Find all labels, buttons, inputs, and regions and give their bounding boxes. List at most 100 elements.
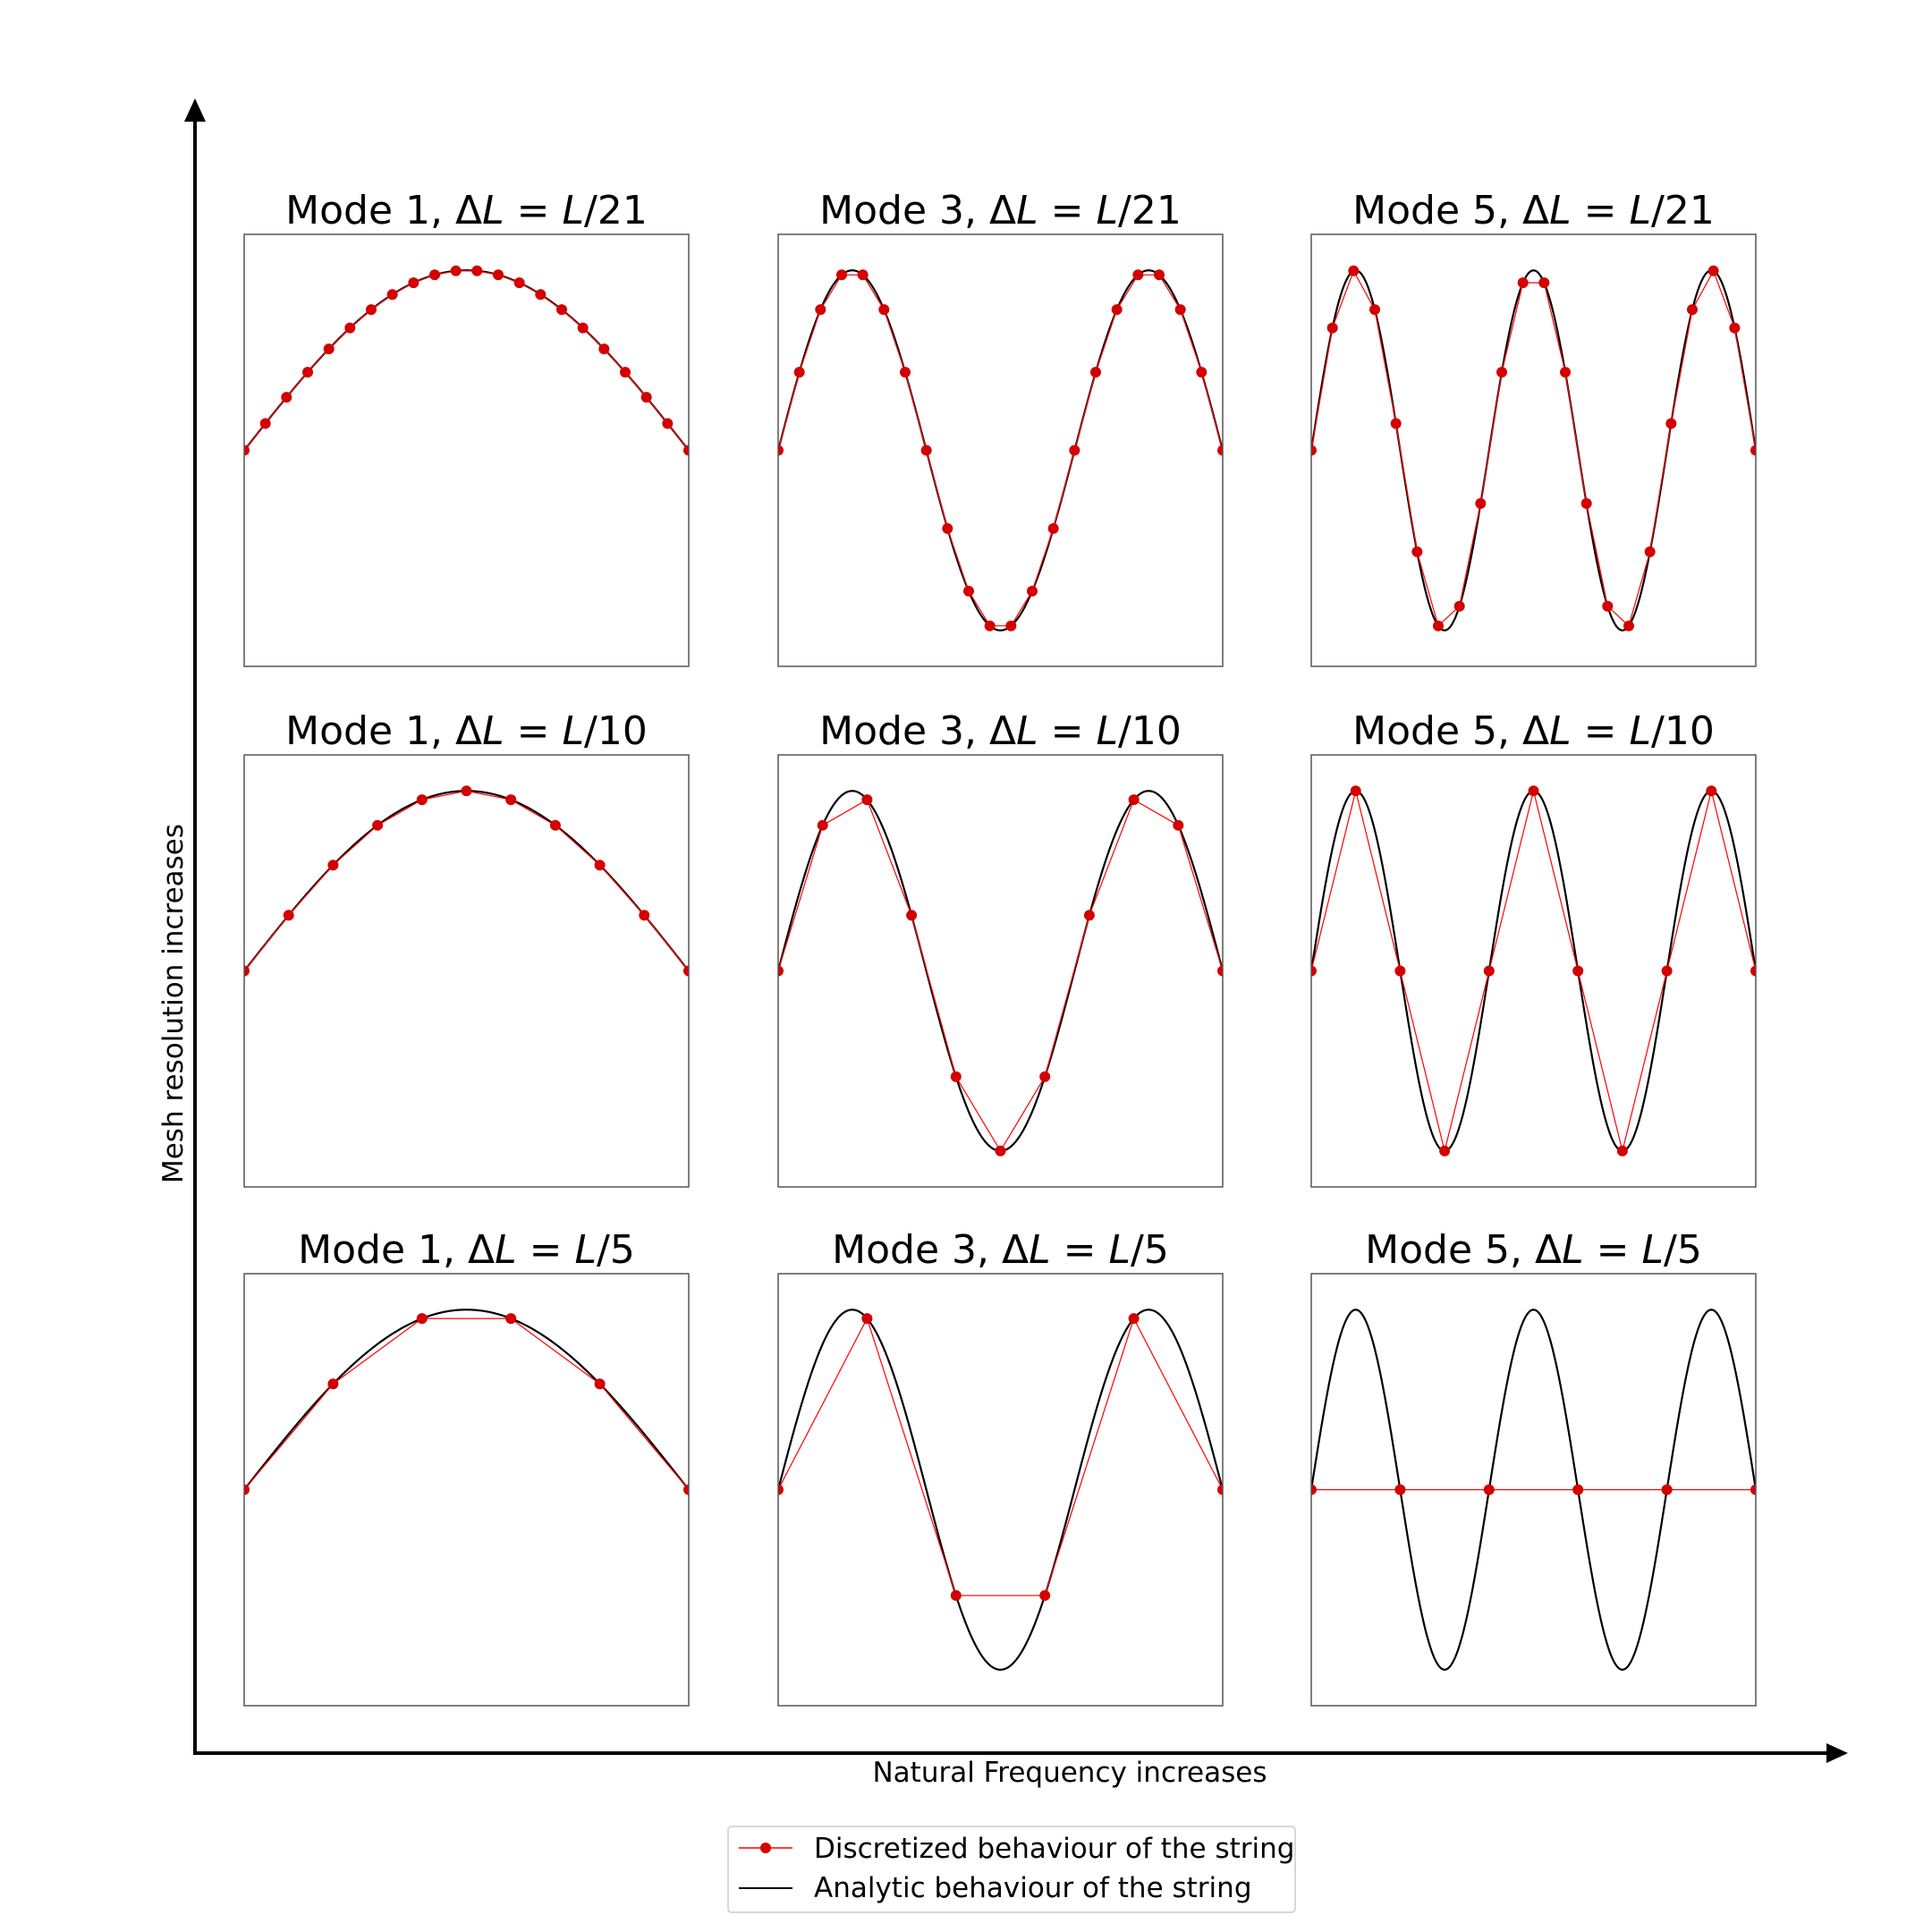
subplot-title-mode: Mode 5 (1352, 708, 1497, 754)
discretized-point-11 (1005, 620, 1017, 631)
discretized-point-6 (366, 304, 377, 316)
discretized-point-12 (1027, 585, 1038, 597)
discretized-point-9 (1496, 367, 1507, 378)
subplot-title-sep: , (443, 1227, 468, 1273)
discretized-point-3 (1439, 1145, 1451, 1157)
subplot-title-L: L (1016, 188, 1038, 233)
subplot-title-pre: Δ (1535, 1227, 1562, 1273)
subplot-title: Mode 1, ΔL = L/21 (285, 188, 648, 233)
subplot-plot-area (244, 1309, 689, 1496)
discretized-point-10 (984, 620, 996, 631)
discretized-point-1 (1350, 785, 1361, 797)
discretized-point-11 (471, 265, 483, 276)
subplot-title-mode: Mode 1 (298, 1227, 443, 1273)
discretized-point-2 (416, 1313, 428, 1325)
discretized-point-15 (1090, 367, 1101, 378)
subplot-plot-area (778, 269, 1223, 631)
subplot-frame (243, 233, 690, 667)
subplot-title-L: L (1029, 1227, 1051, 1273)
subplot-plot-area (1311, 785, 1756, 1157)
discretized-point-13 (1580, 497, 1592, 509)
subplot-title-pre: Δ (1002, 1227, 1029, 1273)
discretized-point-3 (836, 269, 847, 281)
discretized-point-15 (556, 304, 567, 316)
discretized-point-2 (950, 1589, 962, 1601)
subplot-title: Mode 3, ΔL = L/21 (819, 188, 1182, 233)
subplot-title-sep: , (964, 708, 989, 754)
subplot-plot-area (244, 785, 689, 977)
subplot-title-L: L (1562, 1227, 1584, 1273)
discretized-point-0 (1311, 1484, 1317, 1496)
discretized-point-19 (1174, 304, 1186, 316)
subplot-title-eq: = (1584, 1227, 1642, 1273)
subplot-title: Mode 5, ΔL = L/5 (1365, 1227, 1702, 1273)
discretized-point-14 (1602, 600, 1614, 612)
discretized-point-0 (778, 445, 784, 456)
subplot-title-eq: = (1038, 708, 1097, 754)
discretized-point-2 (1348, 265, 1360, 276)
discretized-line (244, 1318, 689, 1490)
subplot-frame (1310, 233, 1757, 667)
subplot-frame (243, 754, 690, 1188)
x-axis-arrowhead (1826, 1743, 1848, 1763)
discretized-point-13 (1047, 522, 1059, 534)
subplot-title-den: /10 (1118, 708, 1182, 754)
subplot-title-mode: Mode 1 (285, 708, 430, 754)
discretized-point-8 (1475, 497, 1487, 509)
subplot-frame (1310, 1273, 1757, 1707)
subplot-title-sep: , (1510, 1227, 1535, 1273)
subplot-title-mode: Mode 1 (285, 188, 430, 233)
subplot-title-den: /5 (1664, 1227, 1702, 1273)
subplot-title-L2: L (1630, 708, 1652, 754)
analytic-curve (244, 790, 689, 972)
discretized-point-2 (327, 860, 339, 871)
discretized-point-17 (598, 343, 610, 355)
discretized-point-10 (1217, 965, 1223, 977)
discretized-point-7 (920, 445, 932, 456)
y-axis-arrowhead (184, 98, 206, 122)
subplot-title-eq: = (504, 708, 563, 754)
discretized-point-1 (1394, 1484, 1406, 1496)
subplot-title-L: L (482, 708, 504, 754)
subplot-title-den: /21 (1651, 188, 1715, 233)
analytic-curve (778, 269, 1223, 631)
subplot-title-sep: , (964, 188, 989, 233)
discretized-point-8 (942, 522, 953, 534)
subplot-r2-c0: Mode 1, ΔL = L/5 (243, 1227, 690, 1707)
discretized-point-21 (1750, 445, 1756, 456)
discretized-point-19 (1707, 265, 1719, 276)
discretized-point-5 (878, 304, 890, 316)
discretized-point-8 (594, 860, 606, 871)
discretized-point-5 (683, 1484, 689, 1496)
subplot-r2-c1: Mode 3, ΔL = L/5 (777, 1227, 1224, 1707)
discretized-point-6 (1433, 620, 1444, 631)
discretized-point-4 (1661, 1484, 1673, 1496)
analytic-curve (1311, 790, 1756, 1152)
subplot-title-L: L (482, 188, 504, 233)
discretized-point-9 (429, 269, 440, 281)
subplot-grid: Mode 1, ΔL = L/21 Mode 3, ΔL = L/21 Mode 5… (243, 188, 1757, 1707)
subplot-title-L: L (495, 1227, 517, 1273)
discretized-point-7 (1453, 600, 1465, 612)
discretized-point-4 (857, 269, 869, 281)
subplot-title-den: /10 (584, 708, 648, 754)
subplot-frame (777, 233, 1224, 667)
discretized-point-8 (1128, 794, 1140, 806)
discretized-point-0 (778, 965, 784, 977)
subplot-title-eq: = (1572, 188, 1630, 233)
subplot-r0-c2: Mode 5, ΔL = L/21 (1310, 188, 1757, 667)
discretized-point-6 (1039, 1071, 1051, 1082)
discretized-point-7 (386, 289, 398, 301)
subplot-title-pre: Δ (989, 708, 1016, 754)
discretized-point-7 (549, 819, 561, 831)
discretized-point-18 (620, 367, 631, 378)
discretized-point-3 (302, 367, 313, 378)
discretized-point-16 (1644, 546, 1656, 557)
subplot-plot-area (778, 1309, 1223, 1671)
legend-frame (727, 1826, 1296, 1913)
subplot-r0-c0: Mode 1, ΔL = L/21 (243, 188, 690, 667)
subplot-title-pre: Δ (468, 1227, 495, 1273)
discretized-point-9 (639, 910, 650, 921)
discretized-point-1 (861, 1313, 873, 1325)
